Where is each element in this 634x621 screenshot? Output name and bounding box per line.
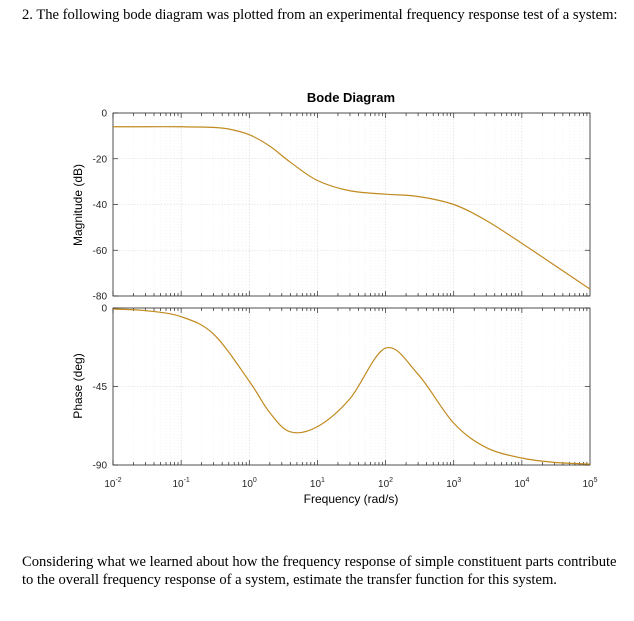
x-tick-label: 105 — [582, 477, 597, 490]
x-tick-label: 104 — [514, 477, 529, 490]
x-tick-label: 103 — [446, 477, 461, 490]
x-tick-label: 101 — [310, 477, 325, 490]
axis-ticks — [112, 112, 590, 466]
phase-tick-label: -90 — [93, 461, 108, 472]
magnitude-curve — [113, 126, 591, 290]
tick-labels: 10-2 10-1 100 101 102 103 104 1050-20-40-60-800… — [93, 109, 598, 491]
magnitude-axes-box — [112, 112, 591, 297]
magnitude-tick-label: -20 — [93, 154, 108, 165]
magnitude-tick-label: -80 — [93, 292, 108, 303]
x-axis-label: Frequency (rad/s) — [304, 492, 399, 506]
x-tick-label: 10-2 — [104, 477, 121, 490]
magnitude-tick-label: -60 — [93, 246, 108, 257]
phase-axes-box — [112, 307, 591, 466]
phase-tick-label: -45 — [93, 382, 108, 393]
x-tick-label: 100 — [242, 477, 257, 490]
phase-tick-label: 0 — [101, 304, 107, 315]
magnitude-axis-label: Magnitude (dB) — [71, 164, 85, 246]
question-intro: 2. The following bode diagram was plotte… — [22, 7, 618, 23]
magnitude-tick-label: -40 — [93, 200, 108, 211]
x-tick-label: 10-1 — [172, 477, 189, 490]
phase-axis-label: Phase (deg) — [71, 353, 85, 418]
phase-curve — [112, 308, 591, 465]
question-prompt: Considering what we learned about how th… — [22, 554, 617, 588]
grid-lines — [112, 112, 590, 466]
chart-title: Bode Diagram — [307, 90, 395, 105]
x-tick-label: 102 — [378, 477, 393, 490]
bode-diagram: 10-2 10-1 100 101 102 103 104 1050-20-40-60-800… — [71, 90, 598, 506]
magnitude-tick-label: 0 — [101, 109, 107, 120]
